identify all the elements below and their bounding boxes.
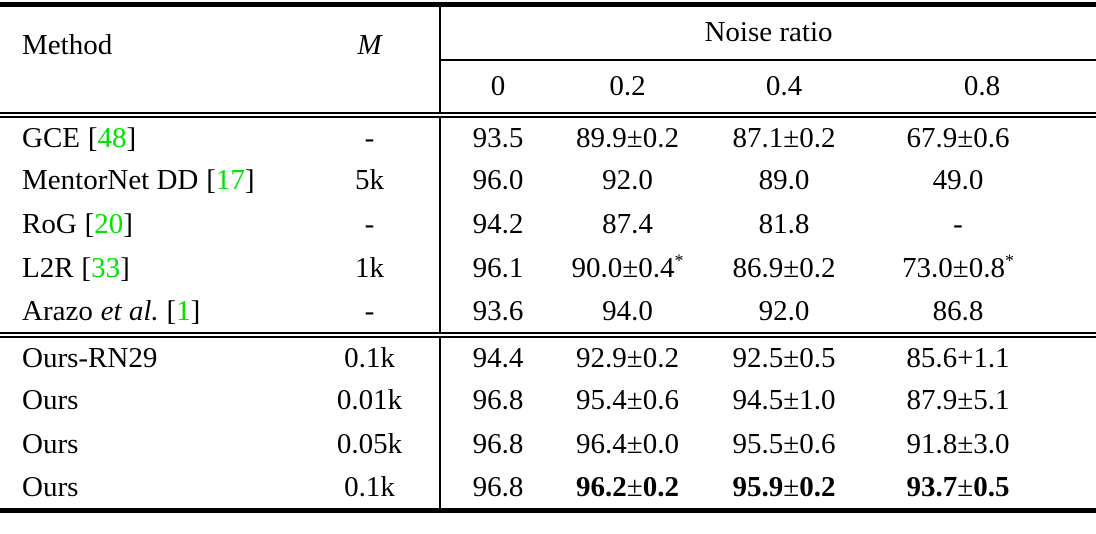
metric-cell: 92.9±0.2 (576, 341, 679, 374)
method-cell: Ours (0, 379, 300, 423)
m-value: - (364, 121, 375, 154)
metric-cell: 86.8 (932, 294, 984, 327)
method-cell: GCE [48] (0, 115, 300, 159)
citation-link[interactable]: 33 (91, 252, 121, 284)
method-name: Ours (22, 384, 79, 416)
citation-link[interactable]: 17 (215, 164, 245, 196)
noise-level-0: 0 (439, 59, 555, 115)
plus-minus-sign: ± (957, 470, 974, 503)
citation-link[interactable]: 48 (97, 121, 127, 154)
citation-link[interactable]: 20 (94, 208, 124, 240)
metric-cell: 96.1 (439, 246, 555, 291)
m-value: 5k (355, 164, 384, 196)
metric-cell: 93.5 (439, 114, 555, 159)
method-cell: Ours (0, 423, 300, 467)
metric-cell: 94.4 (439, 334, 555, 379)
table-row: Arazo et al. [1] - 93.6 94.0 92.0 86.8 (0, 290, 1096, 335)
ours-section: Ours-RN29 0.1k 94.4 92.9±0.2 92.5±0.5 85… (0, 334, 1096, 511)
method-name: Ours-RN29 (22, 341, 158, 374)
method-name: Ours (22, 470, 79, 503)
metric-cell: 89.9±0.2 (576, 121, 679, 154)
plus-minus-sign: ± (783, 470, 800, 503)
citation-ref: [17] (206, 164, 255, 196)
m-value: 0.1k (344, 470, 395, 503)
metric-cell: 90.0±0.4* (571, 250, 684, 284)
method-name: MentorNet DD (22, 164, 199, 196)
m-value: - (364, 294, 375, 327)
method-name: RoG (22, 208, 77, 240)
citation-ref: [33] (81, 252, 130, 284)
method-name-italic: et al. (100, 294, 159, 327)
metric-cell: 96.4±0.0 (576, 428, 679, 460)
citation-link[interactable]: 1 (176, 294, 191, 327)
metric-cell: 87.4 (602, 208, 653, 240)
table-row: L2R [33] 1k 96.1 90.0±0.4* 86.9±0.2 73.0±… (0, 246, 1096, 291)
noise-level-2: 0.4 (765, 69, 803, 102)
metric-cell: 95.9±0.2 (732, 470, 836, 503)
results-table: Method M Noise ratio 0 0.2 0.4 0.8 GCE [4… (0, 2, 1096, 513)
method-cell: Ours (0, 467, 300, 511)
citation-ref: [20] (84, 208, 133, 240)
metric-cell: 73.0±0.8* (902, 250, 1014, 284)
method-cell: MentorNet DD [17] (0, 159, 300, 203)
table-row: GCE [48] - 93.5 89.9±0.2 87.1±0.2 67.9±0.… (0, 114, 1096, 159)
significance-asterisk: * (674, 250, 684, 271)
metric-cell: 92.0 (602, 164, 653, 196)
metric-cell: 96.8 (439, 378, 555, 423)
header-method: Method (22, 28, 113, 61)
citation-ref: [48] (87, 121, 137, 154)
header-noise-ratio: Noise ratio (439, 4, 1096, 61)
citation-ref: [1] (166, 294, 201, 327)
method-name: Ours (22, 428, 79, 460)
baselines-section: GCE [48] - 93.5 89.9±0.2 87.1±0.2 67.9±0.… (0, 114, 1096, 335)
method-cell: L2R [33] (0, 247, 300, 291)
metric-cell: 96.2±0.2 (576, 470, 679, 503)
m-value: 0.05k (336, 428, 403, 460)
metric-cell: 87.9±5.1 (906, 384, 1010, 416)
metric-cell: 81.8 (758, 208, 810, 240)
plus-minus-sign: ± (626, 470, 643, 503)
table-header: Method M Noise ratio 0 0.2 0.4 0.8 (0, 4, 1096, 115)
method-cell: Ours-RN29 (0, 335, 300, 379)
metric-cell: 96.8 (439, 466, 555, 511)
metric-cell: 67.9±0.6 (906, 121, 1010, 154)
table-row: Ours-RN29 0.1k 94.4 92.9±0.2 92.5±0.5 85… (0, 334, 1096, 379)
metric-cell: 93.7±0.5 (906, 470, 1010, 503)
table-row: Ours 0.01k 96.8 95.4±0.6 94.5±1.0 87.9±5… (0, 378, 1096, 423)
metric-cell: 94.5±1.0 (732, 384, 836, 416)
m-value: 0.01k (336, 384, 403, 416)
header-m: M (357, 28, 382, 61)
metric-cell: 94.0 (602, 294, 653, 327)
significance-asterisk: * (1004, 250, 1014, 271)
metric-cell: 87.1±0.2 (732, 121, 836, 154)
metric-cell: 92.5±0.5 (732, 341, 836, 374)
noise-level-1: 0.2 (609, 69, 646, 102)
metric-cell: 95.4±0.6 (576, 384, 679, 416)
metric-cell: 96.0 (439, 158, 555, 203)
table-row: Ours 0.05k 96.8 96.4±0.0 95.5±0.6 91.8±3… (0, 422, 1096, 467)
metric-cell: 91.8±3.0 (906, 428, 1010, 460)
m-value: - (364, 208, 375, 240)
method-cell: Arazo et al. [1] (0, 291, 300, 335)
table-row: MentorNet DD [17] 5k 96.0 92.0 89.0 49.0 (0, 158, 1096, 203)
metric-cell: 95.5±0.6 (732, 428, 836, 460)
metric-cell: 96.8 (439, 422, 555, 467)
metric-cell: 94.2 (439, 202, 555, 247)
metric-cell: - (953, 208, 963, 240)
metric-cell: 89.0 (758, 164, 810, 196)
m-value: 1k (355, 252, 384, 284)
metric-cell: 49.0 (932, 164, 984, 196)
method-name: L2R (22, 252, 74, 284)
metric-cell: 85.6+1.1 (906, 341, 1010, 374)
metric-cell: 92.0 (758, 294, 810, 327)
metric-cell: 86.9±0.2 (732, 252, 836, 284)
m-value: 0.1k (344, 341, 395, 374)
method-name: GCE (22, 121, 80, 154)
table-row: Ours 0.1k 96.8 96.2±0.2 95.9±0.2 93.7±0.… (0, 466, 1096, 511)
metric-cell: 93.6 (439, 290, 555, 335)
noise-level-3: 0.8 (963, 69, 1001, 102)
method-cell: RoG [20] (0, 203, 300, 247)
method-name: Arazo (22, 294, 93, 327)
table-row: RoG [20] - 94.2 87.4 81.8 - (0, 202, 1096, 247)
